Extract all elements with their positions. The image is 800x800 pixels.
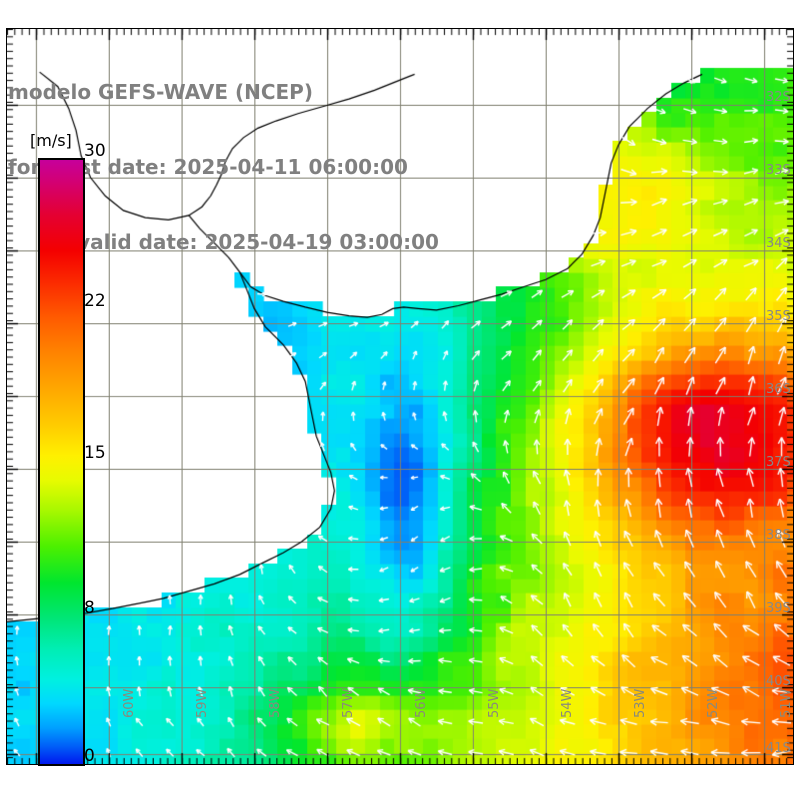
map-plot-area: [6, 28, 794, 765]
lat-label-36S: 36S: [766, 382, 791, 397]
colorbar-tick-15: 15: [84, 443, 106, 463]
lat-label-33S: 33S: [766, 163, 791, 178]
colorbar-tick-8: 8: [84, 598, 95, 618]
colorbar-tick-0: 0: [84, 746, 95, 766]
colorbar-tick-22: 22: [84, 291, 106, 311]
lat-label-38S: 38S: [766, 528, 791, 543]
colorbar-unit-label: [m/s]: [30, 131, 72, 150]
lat-label-32S: 32S: [766, 90, 791, 105]
lon-label-56W: 56W: [414, 688, 429, 718]
valid-date-line: valid date: 2025-04-19 03:00:00: [77, 230, 439, 254]
lat-label-35S: 35S: [766, 309, 791, 324]
lon-label-53W: 53W: [633, 688, 648, 718]
colorbar-legend: [38, 158, 85, 766]
lon-label-51W: 51W: [779, 688, 794, 718]
lat-label-41S: 41S: [766, 741, 791, 756]
lat-label-34S: 34S: [766, 236, 791, 251]
lon-label-52W: 52W: [706, 688, 721, 718]
lon-label-60W: 60W: [122, 688, 137, 718]
model-title: modelo GEFS-WAVE (NCEP): [8, 80, 313, 104]
wind-speed-heatmap-canvas: [7, 29, 793, 764]
lon-label-59W: 59W: [195, 688, 210, 718]
lat-label-39S: 39S: [766, 601, 791, 616]
colorbar-tick-30: 30: [84, 141, 106, 161]
lon-label-55W: 55W: [487, 688, 502, 718]
lon-label-54W: 54W: [560, 688, 575, 718]
lat-label-37S: 37S: [766, 455, 791, 470]
lat-label-40S: 40S: [766, 674, 791, 689]
lon-label-57W: 57W: [341, 688, 356, 718]
lon-label-58W: 58W: [268, 688, 283, 718]
colorbar-gradient: [38, 158, 85, 766]
